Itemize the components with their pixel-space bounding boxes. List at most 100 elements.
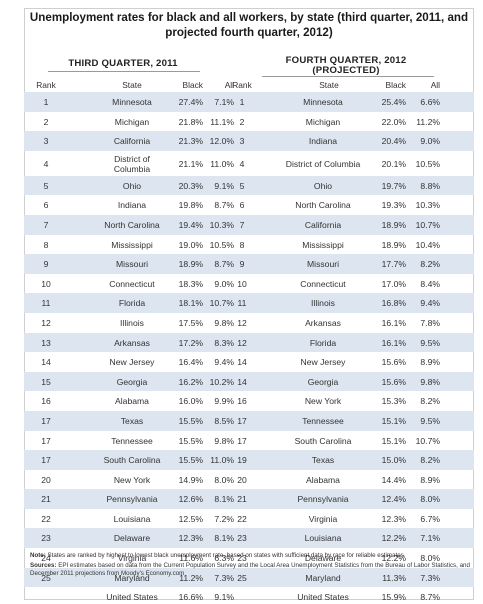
cell-black-2012: 15.1% <box>381 435 406 446</box>
cell-rank: 6 <box>43 200 49 211</box>
cell-rank-2012: 25 <box>237 572 247 583</box>
cell-state-2012: Georgia <box>307 376 339 387</box>
cell-state-2012: Delaware <box>304 553 342 564</box>
cell-black: 12.6% <box>178 494 203 505</box>
table-body: 1 Minnesota 27.4% 7.1% 1 Minnesota 25.4% 6.6% 2 M… <box>24 92 474 604</box>
cell-rank-2012: 23 <box>237 533 247 544</box>
cell-all-2012: 8.2% <box>420 455 440 466</box>
cell-all: 12.0% <box>209 136 234 147</box>
cell-all: 6.3% <box>214 553 234 564</box>
table-row: 17 Tennessee 15.5% 9.8% 17 South Carolina 15.1… <box>24 431 474 451</box>
cell-all: 11.0% <box>210 455 234 466</box>
cell-rank: 2 <box>43 116 49 127</box>
cell-rank: 11 <box>41 298 51 309</box>
cell-state-2012: New York <box>304 396 342 407</box>
cell-rank-2012: 6 <box>239 200 245 211</box>
cell-state: Georgia <box>116 376 148 387</box>
cell-all: 9.1% <box>214 592 234 603</box>
cell-state-2012: Florida <box>309 337 337 348</box>
cell-state-2012: United States <box>297 592 349 603</box>
cell-state-2012: Minnesota <box>303 97 343 107</box>
cell-all: 11.1% <box>210 116 234 127</box>
note-text: States are ranked by highest to lowest b… <box>47 552 406 559</box>
table-row: 10 Connecticut 18.3% 9.0% 10 Connecticut 17.0%… <box>24 274 474 294</box>
cell-all-2012: 10.5% <box>415 158 440 169</box>
cell-rank: 7 <box>43 219 49 230</box>
cell-state: Indiana <box>117 200 147 211</box>
cell-state-2012: Connecticut <box>300 278 346 289</box>
cell-state-2012: California <box>304 219 342 230</box>
cell-rank: 12 <box>41 317 51 328</box>
cell-black-2012: 15.6% <box>381 357 406 368</box>
cell-all-2012: 7.3% <box>420 572 440 583</box>
section-header-fourth-quarter-line2: (PROJECTED) <box>312 65 380 76</box>
cell-rank-2012: 20 <box>237 474 247 485</box>
cell-rank: 22 <box>41 513 51 524</box>
cell-all: 7.1% <box>214 97 234 107</box>
cell-all-2012: 8.4% <box>420 278 440 289</box>
cell-black-2012: 14.4% <box>381 474 406 485</box>
cell-black-2012: 12.3% <box>381 513 406 524</box>
note-label: Note: <box>30 552 46 559</box>
cell-all-2012: 9.0% <box>420 136 440 147</box>
cell-all-2012: 8.9% <box>420 474 440 485</box>
cell-black-2012: 17.0% <box>381 278 406 289</box>
cell-black-2012: 12.2% <box>381 553 406 564</box>
cell-state-2012: Illinois <box>311 298 335 309</box>
cell-all-2012: 8.8% <box>420 180 440 191</box>
cell-black-2012: 11.3% <box>382 572 406 583</box>
cell-black: 18.1% <box>178 298 203 309</box>
cell-rank-2012: 22 <box>237 513 247 524</box>
cell-black: 18.3% <box>178 278 203 289</box>
cell-rank-2012: 5 <box>239 180 245 191</box>
cell-state: Delaware <box>113 533 151 544</box>
table-row: 7 North Carolina 19.4% 10.3% 7 California 18.9… <box>24 214 474 235</box>
table-row: 13 Arkansas 17.2% 8.3% 12 Florida 16.1% 9.5% <box>24 332 474 353</box>
cell-black-2012: 19.3% <box>381 200 406 211</box>
cell-black: 16.2% <box>178 376 203 387</box>
table-row: 9 Missouri 18.9% 8.7% 9 Missouri 17.7% 8.2% <box>24 254 474 274</box>
cell-rank: 14 <box>41 357 51 368</box>
cell-rank: 16 <box>41 396 51 407</box>
cell-state: California <box>113 136 151 147</box>
note: Note: States are ranked by highest to lo… <box>30 552 470 559</box>
cell-all: 10.3% <box>209 219 234 230</box>
cell-state-2012: Mississippi <box>302 239 344 250</box>
cell-state-2012: Michigan <box>305 116 341 127</box>
col-header-state-2012: State <box>319 80 339 90</box>
cell-black: 19.4% <box>178 219 203 230</box>
sources-label: Sources: <box>30 562 57 570</box>
cell-all: 9.8% <box>214 317 234 328</box>
cell-rank-2012: 2 <box>239 116 245 127</box>
cell-all: 9.1% <box>214 180 234 191</box>
cell-rank-2012: 21 <box>237 494 247 505</box>
cell-state: Virginia <box>117 553 147 564</box>
cell-rank-2012: 3 <box>239 136 245 147</box>
cell-all: 8.3% <box>214 337 234 348</box>
cell-black-2012: 16.1% <box>381 337 406 348</box>
col-header-rank: Rank <box>36 80 56 90</box>
cell-state-2012: Louisiana <box>304 533 342 544</box>
cell-all: 9.4% <box>214 357 234 368</box>
cell-black: 15.5% <box>178 415 203 426</box>
cell-rank-2012: 10 <box>237 278 247 289</box>
cell-black: 21.8% <box>178 116 203 127</box>
sources-text: EPI estimates based on data from the Cur… <box>30 562 470 577</box>
cell-rank: 4 <box>43 158 49 169</box>
cell-black-2012: 15.9% <box>381 592 406 603</box>
table-row: 14 New Jersey 16.4% 9.4% 14 New Jersey 15.6% 8.… <box>24 352 474 372</box>
cell-rank: 17 <box>41 455 51 466</box>
table-row: 21 Pennsylvania 12.6% 8.1% 21 Pennsylvania 12.… <box>24 489 474 509</box>
cell-all-2012: 10.3% <box>415 200 440 211</box>
col-header-all-2012: All <box>430 80 440 90</box>
table-row: 8 Mississippi 19.0% 10.5% 8 Mississippi 18.9% 1… <box>24 235 474 255</box>
col-header-black-2012: Black <box>385 80 406 90</box>
table-row: 6 Indiana 19.8% 8.7% 6 North Carolina 19.3% 10.… <box>24 195 474 215</box>
cell-rank-2012: 23 <box>237 553 247 564</box>
cell-all: 8.0% <box>214 474 234 485</box>
cell-black: 16.6% <box>178 592 203 603</box>
cell-rank: 1 <box>43 97 49 107</box>
table-row: 25 Maryland 11.2% 7.3% 25 Maryland 11.3% 7.3% <box>24 567 474 588</box>
cell-black-2012: 18.9% <box>381 239 406 250</box>
cell-black: 12.3% <box>178 533 203 544</box>
